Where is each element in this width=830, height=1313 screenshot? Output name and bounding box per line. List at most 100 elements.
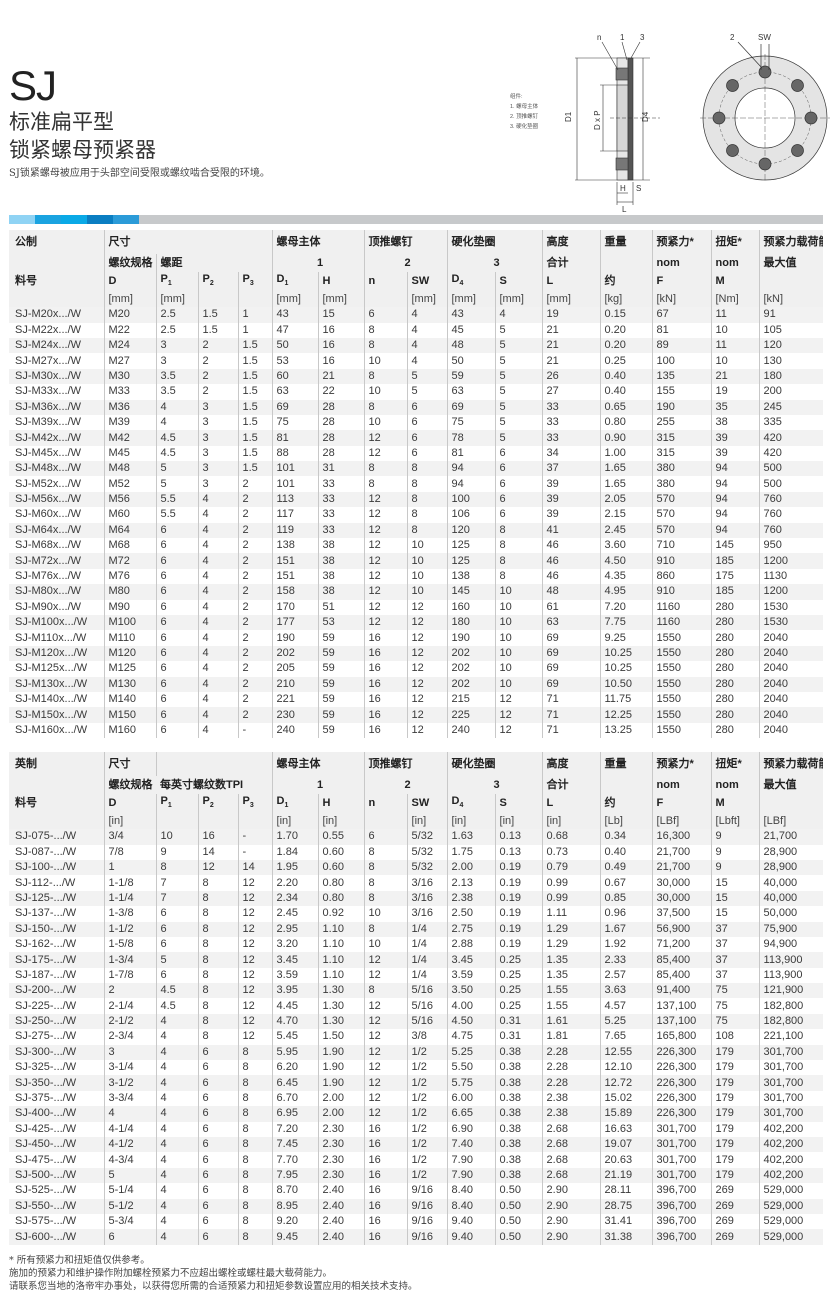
label-3: 3 bbox=[640, 33, 645, 42]
table-cell: 3 bbox=[197, 430, 238, 446]
table-cell: - bbox=[237, 844, 273, 860]
table-cell: 0.13 bbox=[494, 829, 543, 845]
table-cell: 59 bbox=[317, 630, 364, 646]
column-header: D bbox=[103, 272, 156, 292]
table-cell: 1.90 bbox=[317, 1060, 365, 1076]
table-cell: 529,000 bbox=[758, 1183, 824, 1199]
table-cell: 3.5 bbox=[155, 384, 198, 400]
part-number-cell: SJ-450-.../W bbox=[9, 1137, 104, 1153]
column-group-header: 预紧力载荷能力* bbox=[758, 230, 823, 254]
column-subheader: 最大值 bbox=[758, 776, 824, 794]
table-cell: 10.25 bbox=[599, 661, 652, 677]
table-cell: 20.63 bbox=[599, 1152, 653, 1168]
table-cell: 6 bbox=[494, 461, 542, 477]
table-cell: 33 bbox=[541, 399, 600, 415]
column-header: L bbox=[541, 794, 601, 814]
table-cell: 0.19 bbox=[494, 921, 543, 937]
column-subheader: 2 bbox=[363, 776, 448, 794]
table-cell: 6 bbox=[155, 599, 198, 615]
table-row: SJ-075-.../W 3/4 10 16-1.70 0.55 6 5/32 1.63 0.1… bbox=[9, 829, 824, 845]
table-cell: 4 bbox=[103, 1106, 156, 1122]
table-cell: 21 bbox=[710, 368, 759, 385]
table-cell: 185 bbox=[710, 584, 759, 600]
table-cell: 179 bbox=[710, 1121, 760, 1137]
part-number-cell: SJ-M76x.../W bbox=[15, 570, 82, 583]
table-cell: 5 bbox=[494, 414, 542, 431]
table-cell: 10 bbox=[363, 353, 407, 369]
table-cell: 21 bbox=[317, 368, 364, 385]
table-cell: 2.13 bbox=[446, 875, 496, 891]
table-cell: 1.61 bbox=[541, 1013, 601, 1030]
table-cell: 41 bbox=[541, 522, 600, 539]
table-cell: 8 bbox=[363, 399, 407, 415]
table-cell: 1.84 bbox=[271, 844, 319, 860]
column-group-header: 预紧力载荷能力* bbox=[758, 752, 824, 776]
table-cell: 1.5 bbox=[237, 461, 272, 477]
table-cell: 100 bbox=[446, 491, 495, 508]
table-cell: 6.95 bbox=[271, 1106, 319, 1122]
table-cell: 5/32 bbox=[406, 829, 448, 845]
table-cell: 26 bbox=[541, 368, 600, 385]
table-row: SJ-137-.../W 1-3/8 6 8 12 2.45 0.92 10 3/16 2.50 0… bbox=[9, 906, 824, 922]
part-number-cell: SJ-300-.../W bbox=[9, 1044, 104, 1061]
column-group-header: 预紧力* bbox=[651, 230, 711, 254]
table-cell: 6 bbox=[155, 584, 198, 600]
table-cell: 94 bbox=[710, 461, 759, 477]
table-cell: 301,700 bbox=[758, 1090, 824, 1107]
table-cell: 10 bbox=[710, 353, 759, 369]
table-cell: 2.00 bbox=[446, 859, 496, 876]
table-cell: 1200 bbox=[758, 553, 823, 569]
table-cell: 4.5 bbox=[155, 445, 198, 462]
table-cell: 2.68 bbox=[541, 1152, 601, 1168]
table-cell: 1160 bbox=[651, 599, 711, 615]
table-cell: 2 bbox=[237, 553, 272, 569]
column-subheader: nom bbox=[651, 254, 711, 272]
table-row: SJ-500-.../W 5 4 6 8 7.95 2.30 16 1/2 7.90 0.38 2.6… bbox=[9, 1167, 824, 1184]
table-cell: 106 bbox=[446, 507, 495, 523]
table-cell: 202 bbox=[271, 645, 318, 662]
table-cell: 5.95 bbox=[271, 1044, 319, 1061]
table-cell: 8 bbox=[197, 906, 238, 922]
table-cell: 910 bbox=[651, 584, 711, 600]
table-cell: 2.30 bbox=[317, 1137, 365, 1153]
table-cell: 0.25 bbox=[494, 983, 543, 999]
table-cell: 28 bbox=[317, 414, 364, 431]
table-cell: 0.31 bbox=[494, 1013, 543, 1030]
table-cell: 4 bbox=[155, 1075, 198, 1091]
table-cell: 89 bbox=[651, 337, 711, 354]
table-cell: 1-1/4 bbox=[103, 890, 156, 907]
table-cell: 1.30 bbox=[317, 983, 365, 999]
table-cell: 8 bbox=[197, 1029, 238, 1045]
table-cell: 30,000 bbox=[651, 890, 712, 907]
table-cell: 3.20 bbox=[271, 936, 319, 953]
table-cell: 2.34 bbox=[271, 890, 319, 907]
table-cell: 1 bbox=[237, 307, 272, 323]
table-cell: 6 bbox=[155, 522, 198, 539]
table-cell: 6 bbox=[197, 1213, 238, 1230]
table-cell: 11 bbox=[710, 337, 759, 354]
label-s: S bbox=[636, 184, 641, 193]
table-cell: 12 bbox=[237, 1029, 273, 1045]
column-header: P2 bbox=[197, 272, 238, 292]
table-cell: 2.5 bbox=[155, 322, 198, 338]
table-cell: 1.63 bbox=[446, 829, 496, 845]
table-cell: 145 bbox=[446, 584, 495, 600]
table-cell: 9 bbox=[710, 859, 760, 876]
part-number-cell: SJ-325-.../W bbox=[15, 1061, 77, 1074]
column-unit bbox=[9, 813, 104, 830]
table-cell: 7.65 bbox=[599, 1029, 653, 1045]
table-cell: 12 bbox=[363, 952, 408, 968]
table-cell: 5 bbox=[155, 952, 198, 968]
table-cell: 53 bbox=[317, 615, 364, 631]
table-cell: 4.50 bbox=[446, 1013, 496, 1030]
table-cell: 1.5 bbox=[237, 414, 272, 431]
table-cell: 6.45 bbox=[271, 1075, 319, 1091]
table-cell: 12 bbox=[363, 998, 408, 1014]
table-cell: 38 bbox=[317, 568, 364, 585]
table-cell: 3 bbox=[103, 1044, 156, 1061]
table-cell: 0.19 bbox=[494, 859, 543, 876]
table-cell: 280 bbox=[710, 661, 759, 677]
table-cell: 56,900 bbox=[651, 921, 712, 937]
table-cell: 4 bbox=[197, 615, 238, 631]
column-subheader: 合计 bbox=[541, 776, 601, 794]
